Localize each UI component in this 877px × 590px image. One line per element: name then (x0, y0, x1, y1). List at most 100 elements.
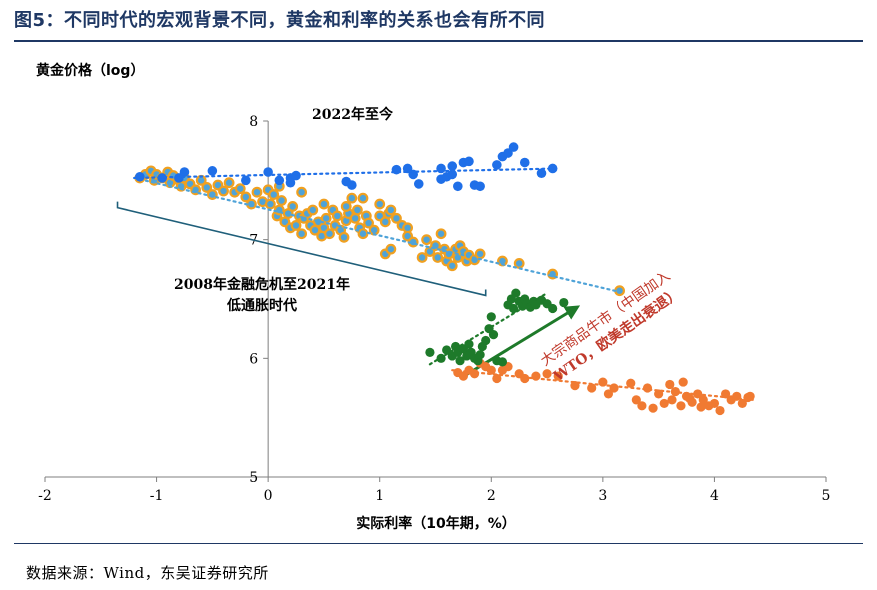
data-point (745, 391, 755, 401)
data-point (324, 228, 335, 240)
trend-line (133, 176, 621, 293)
data-point (179, 167, 190, 177)
data-point (648, 403, 658, 413)
data-point (508, 303, 519, 314)
data-point (346, 192, 358, 204)
data-point (642, 383, 653, 393)
trend-line (133, 167, 560, 180)
data-point (447, 169, 458, 180)
data-point (416, 252, 428, 263)
y-tick-label: 8 (249, 114, 258, 130)
x-tick-label: -1 (150, 488, 164, 504)
data-point (548, 303, 558, 314)
data-point (207, 166, 218, 176)
data-point (264, 198, 276, 210)
data-point (318, 198, 330, 210)
source-note: 数据来源：Wind，东吴证券研究所 (26, 564, 269, 582)
data-point (331, 210, 343, 222)
x-tick-label: 3 (598, 488, 607, 504)
data-point (481, 335, 491, 346)
data-point (374, 198, 386, 210)
data-layer (133, 142, 755, 416)
source-rule (14, 543, 863, 544)
data-point (234, 183, 246, 195)
data-point (432, 252, 444, 263)
data-point (385, 243, 397, 255)
data-point (737, 398, 747, 409)
data-point (251, 186, 263, 198)
data-point (442, 345, 452, 355)
data-point (553, 371, 563, 381)
data-point (520, 373, 530, 384)
data-point (659, 398, 669, 409)
data-point (240, 191, 252, 203)
data-point (291, 170, 301, 181)
data-point (475, 181, 485, 192)
data-point (436, 163, 446, 174)
data-point (274, 175, 285, 186)
data-point (290, 220, 302, 231)
data-point (486, 312, 496, 322)
x-axis-label: 实际利率（10年期，%） (356, 515, 516, 532)
data-point (559, 297, 569, 308)
x-tick-label: -2 (38, 488, 52, 504)
data-point (413, 179, 424, 189)
data-point (385, 204, 397, 216)
data-point (665, 379, 675, 390)
data-point (698, 395, 708, 405)
y-axis-label: 黄金价格（log） (36, 62, 144, 79)
trend-line (451, 369, 755, 401)
data-point (276, 195, 287, 206)
data-point (676, 401, 686, 411)
data-point (157, 173, 167, 183)
data-point (357, 228, 369, 240)
data-point (511, 288, 521, 298)
data-point (241, 175, 251, 186)
data-point (347, 180, 357, 190)
era-2008-bracket (116, 201, 487, 297)
data-point (519, 157, 530, 168)
data-point (421, 234, 432, 246)
data-point (435, 228, 447, 240)
data-point (474, 248, 486, 260)
data-point (455, 356, 465, 366)
data-point (446, 260, 458, 272)
data-point (542, 369, 552, 379)
data-point (201, 182, 213, 193)
data-point (218, 185, 229, 197)
data-point (307, 204, 319, 216)
data-point (678, 377, 688, 387)
data-point (357, 192, 369, 204)
data-point (296, 228, 308, 240)
series-era_commodity (425, 288, 569, 367)
data-point (338, 231, 350, 243)
data-point (453, 181, 463, 192)
data-point (425, 347, 435, 357)
data-point (696, 402, 706, 412)
y-tick-label: 5 (249, 470, 258, 486)
data-point (637, 401, 647, 411)
data-point (536, 168, 547, 179)
x-tick-label: 5 (822, 488, 831, 504)
series-era_pre2008 (451, 358, 755, 416)
chart-text: 黄金价格（log） 实际利率（10年期，%） 2022年至今 2008年金融危机… (36, 62, 683, 532)
series-era_2008 (133, 165, 625, 297)
data-point (363, 217, 374, 229)
data-point (488, 330, 499, 340)
figure-title: 图5：不同时代的宏观背景不同，黄金和利率的关系也会有所不同 (14, 10, 546, 31)
title-rule (14, 40, 863, 42)
annotation-2008-line1: 2008年金融危机至2021年 (174, 276, 350, 293)
data-point (497, 357, 508, 367)
annotation-2022: 2022年至今 (312, 106, 393, 123)
data-point (296, 186, 308, 198)
data-point (287, 201, 299, 212)
trend-line (428, 291, 549, 366)
data-point (609, 383, 619, 393)
x-tick-label: 0 (264, 488, 273, 504)
data-point (135, 171, 145, 182)
data-point (631, 395, 641, 405)
data-point (614, 285, 625, 297)
data-point (687, 397, 697, 407)
data-point (667, 395, 677, 405)
